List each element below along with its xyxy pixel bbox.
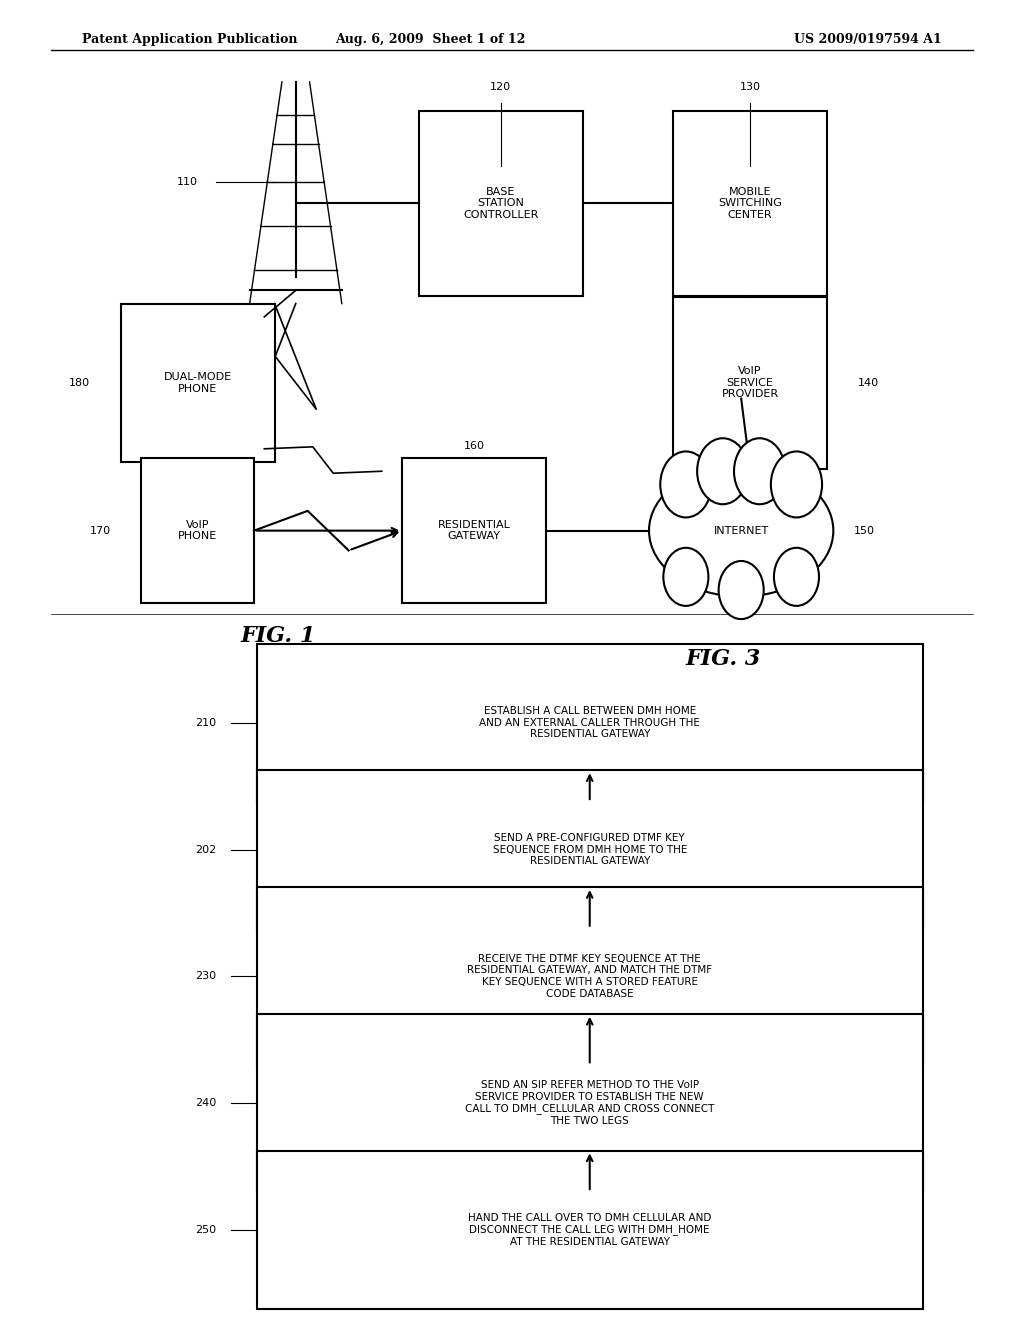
FancyBboxPatch shape (419, 111, 583, 296)
Text: 180: 180 (69, 378, 90, 388)
Text: MOBILE
SWITCHING
CENTER: MOBILE SWITCHING CENTER (718, 186, 782, 220)
Text: 120: 120 (490, 82, 511, 92)
Text: 150: 150 (854, 525, 874, 536)
Circle shape (719, 561, 764, 619)
FancyBboxPatch shape (257, 1014, 923, 1192)
Text: DUAL-MODE
PHONE: DUAL-MODE PHONE (164, 372, 231, 393)
FancyBboxPatch shape (257, 1151, 923, 1309)
Text: Patent Application Publication: Patent Application Publication (82, 33, 297, 46)
FancyBboxPatch shape (141, 458, 254, 603)
Text: VoIP
PHONE: VoIP PHONE (178, 520, 217, 541)
Text: 110: 110 (177, 177, 198, 187)
Ellipse shape (649, 465, 834, 597)
Text: RECEIVE THE DTMF KEY SEQUENCE AT THE
RESIDENTIAL GATEWAY, AND MATCH THE DTMF
KEY: RECEIVE THE DTMF KEY SEQUENCE AT THE RES… (467, 954, 713, 999)
Text: 250: 250 (195, 1225, 216, 1234)
FancyBboxPatch shape (257, 771, 923, 929)
Circle shape (697, 438, 749, 504)
Text: 130: 130 (739, 82, 761, 92)
Text: Aug. 6, 2009  Sheet 1 of 12: Aug. 6, 2009 Sheet 1 of 12 (335, 33, 525, 46)
Text: BASE
STATION
CONTROLLER: BASE STATION CONTROLLER (463, 186, 539, 220)
Text: US 2009/0197594 A1: US 2009/0197594 A1 (795, 33, 942, 46)
Text: FIG. 3: FIG. 3 (686, 648, 761, 671)
Text: 210: 210 (195, 718, 216, 727)
Text: SEND A PRE-CONFIGURED DTMF KEY
SEQUENCE FROM DMH HOME TO THE
RESIDENTIAL GATEWAY: SEND A PRE-CONFIGURED DTMF KEY SEQUENCE … (493, 833, 687, 866)
FancyBboxPatch shape (121, 304, 274, 462)
Circle shape (734, 438, 785, 504)
Text: 160: 160 (464, 441, 484, 451)
Text: VoIP
SERVICE
PROVIDER: VoIP SERVICE PROVIDER (722, 366, 778, 400)
Text: HAND THE CALL OVER TO DMH CELLULAR AND
DISCONNECT THE CALL LEG WITH DMH_HOME
AT : HAND THE CALL OVER TO DMH CELLULAR AND D… (468, 1213, 712, 1247)
Text: 240: 240 (195, 1098, 216, 1107)
Text: 170: 170 (89, 525, 111, 536)
Circle shape (771, 451, 822, 517)
FancyBboxPatch shape (674, 297, 827, 469)
Circle shape (664, 548, 709, 606)
Text: RESIDENTIAL
GATEWAY: RESIDENTIAL GATEWAY (437, 520, 510, 541)
FancyBboxPatch shape (257, 887, 923, 1065)
Text: SEND AN SIP REFER METHOD TO THE VoIP
SERVICE PROVIDER TO ESTABLISH THE NEW
CALL : SEND AN SIP REFER METHOD TO THE VoIP SER… (465, 1080, 715, 1126)
Text: 230: 230 (195, 972, 216, 981)
Text: INTERNET: INTERNET (714, 525, 769, 536)
Circle shape (774, 548, 819, 606)
FancyBboxPatch shape (674, 111, 827, 296)
Text: 202: 202 (195, 845, 216, 854)
Text: FIG. 1: FIG. 1 (241, 626, 315, 647)
Circle shape (660, 451, 712, 517)
Text: ESTABLISH A CALL BETWEEN DMH HOME
AND AN EXTERNAL CALLER THROUGH THE
RESIDENTIAL: ESTABLISH A CALL BETWEEN DMH HOME AND AN… (479, 706, 700, 739)
FancyBboxPatch shape (402, 458, 546, 603)
FancyBboxPatch shape (257, 644, 923, 803)
Text: 140: 140 (857, 378, 879, 388)
